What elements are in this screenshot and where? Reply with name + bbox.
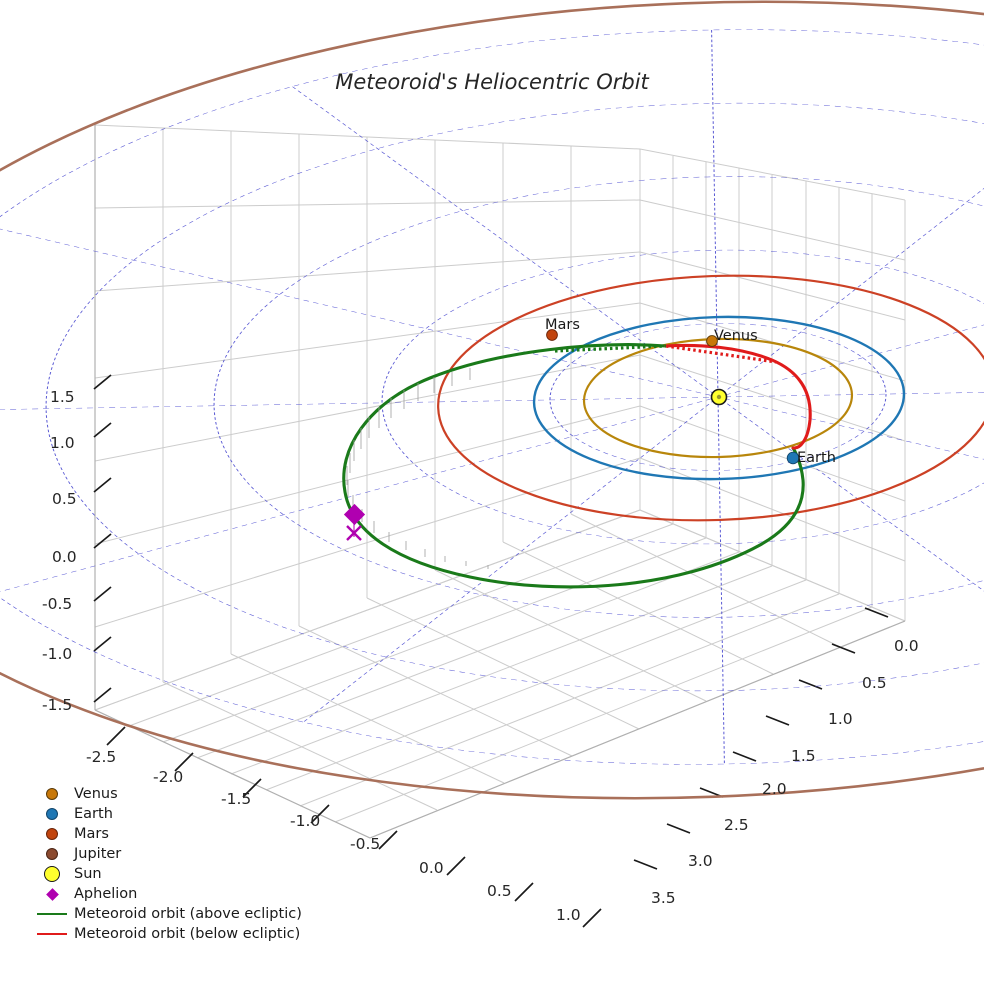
y-tick: 2.5 xyxy=(724,816,749,834)
earth-dot-icon xyxy=(30,804,74,824)
aphelion-projection-x xyxy=(346,525,362,541)
ecliptic-polar-grid xyxy=(0,29,984,765)
meteoroid-node-below-dotted xyxy=(665,344,777,364)
jupiter-dot-icon xyxy=(30,844,74,864)
legend-item-meteoroid-above[interactable]: Meteoroid orbit (above ecliptic) xyxy=(30,904,302,924)
legend-label-jupiter: Jupiter xyxy=(74,846,122,862)
legend-label-meteoroid-below: Meteoroid orbit (below ecliptic) xyxy=(74,926,301,942)
x-tick: -2.0 xyxy=(153,768,184,786)
orbit-jupiter xyxy=(0,0,984,800)
y-tick: 1.5 xyxy=(791,747,816,765)
x-tick: 1.0 xyxy=(556,906,581,924)
legend-label-venus: Venus xyxy=(74,786,118,802)
z-tick: 1.5 xyxy=(50,388,75,406)
label-mars: Mars xyxy=(545,317,580,333)
orbit-meteoroid xyxy=(342,343,812,589)
y-tick: 0.5 xyxy=(862,674,887,692)
meteoroid-node-above-dotted xyxy=(554,344,667,353)
x-tick: 0.5 xyxy=(487,882,512,900)
legend: Venus Earth Mars Jupiter Sun xyxy=(30,784,302,944)
red-line-icon xyxy=(30,924,74,944)
label-venus: Venus xyxy=(714,328,758,344)
y-tick: 3.5 xyxy=(651,889,676,907)
legend-item-mars[interactable]: Mars xyxy=(30,824,300,844)
label-earth: Earth xyxy=(797,450,836,466)
legend-item-jupiter[interactable]: Jupiter xyxy=(30,844,300,864)
legend-item-meteoroid-below[interactable]: Meteoroid orbit (below ecliptic) xyxy=(30,924,300,944)
meteoroid-height-stems xyxy=(346,368,489,569)
x-tick: 0.0 xyxy=(419,859,444,877)
legend-item-aphelion[interactable]: Aphelion xyxy=(30,884,300,904)
orbit-earth xyxy=(532,315,906,481)
y-tick: 1.0 xyxy=(828,710,853,728)
legend-label-sun: Sun xyxy=(74,866,102,882)
legend-label-meteoroid-above: Meteoroid orbit (above ecliptic) xyxy=(74,906,302,922)
legend-label-mars: Mars xyxy=(74,826,109,842)
x-tick: -1.0 xyxy=(290,812,321,830)
z-tick: -0.5 xyxy=(42,595,73,613)
venus-marker xyxy=(706,335,718,347)
venus-dot-icon xyxy=(30,784,74,804)
page-title: Meteoroid's Heliocentric Orbit xyxy=(335,70,649,94)
body-markers xyxy=(343,329,800,541)
left-wall-grid xyxy=(94,124,641,711)
legend-label-aphelion: Aphelion xyxy=(74,886,138,902)
meteoroid-orbit-above xyxy=(342,343,805,589)
y-tick: 2.0 xyxy=(762,780,787,798)
legend-item-sun[interactable]: Sun xyxy=(30,864,300,884)
z-tick: 0.5 xyxy=(52,490,77,508)
axis-spines xyxy=(94,125,906,839)
legend-label-earth: Earth xyxy=(74,806,113,822)
earth-marker xyxy=(786,451,800,465)
orbit-mars xyxy=(437,274,984,522)
legend-item-earth[interactable]: Earth xyxy=(30,804,300,824)
z-tick: -1.0 xyxy=(42,645,73,663)
sun-dot-icon xyxy=(30,864,74,884)
mars-marker xyxy=(546,329,558,341)
right-wall-grid xyxy=(639,148,906,622)
x-tick: -2.5 xyxy=(86,748,117,766)
y-tick: 3.0 xyxy=(688,852,713,870)
green-line-icon xyxy=(30,904,74,924)
aphelion-diamond-icon xyxy=(30,884,74,904)
x-tick: -0.5 xyxy=(350,835,381,853)
y-tick: 0.0 xyxy=(894,637,919,655)
legend-item-venus[interactable]: Venus xyxy=(30,784,300,804)
z-tick: -1.5 xyxy=(42,696,73,714)
x-tick: -1.5 xyxy=(221,790,252,808)
z-tick: 1.0 xyxy=(50,434,75,452)
z-tick: 0.0 xyxy=(52,548,77,566)
mars-dot-icon xyxy=(30,824,74,844)
